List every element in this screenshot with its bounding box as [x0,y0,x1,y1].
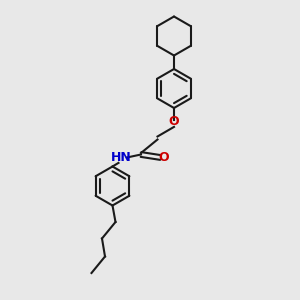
Text: HN: HN [111,151,132,164]
Text: O: O [169,115,179,128]
Text: O: O [159,151,170,164]
